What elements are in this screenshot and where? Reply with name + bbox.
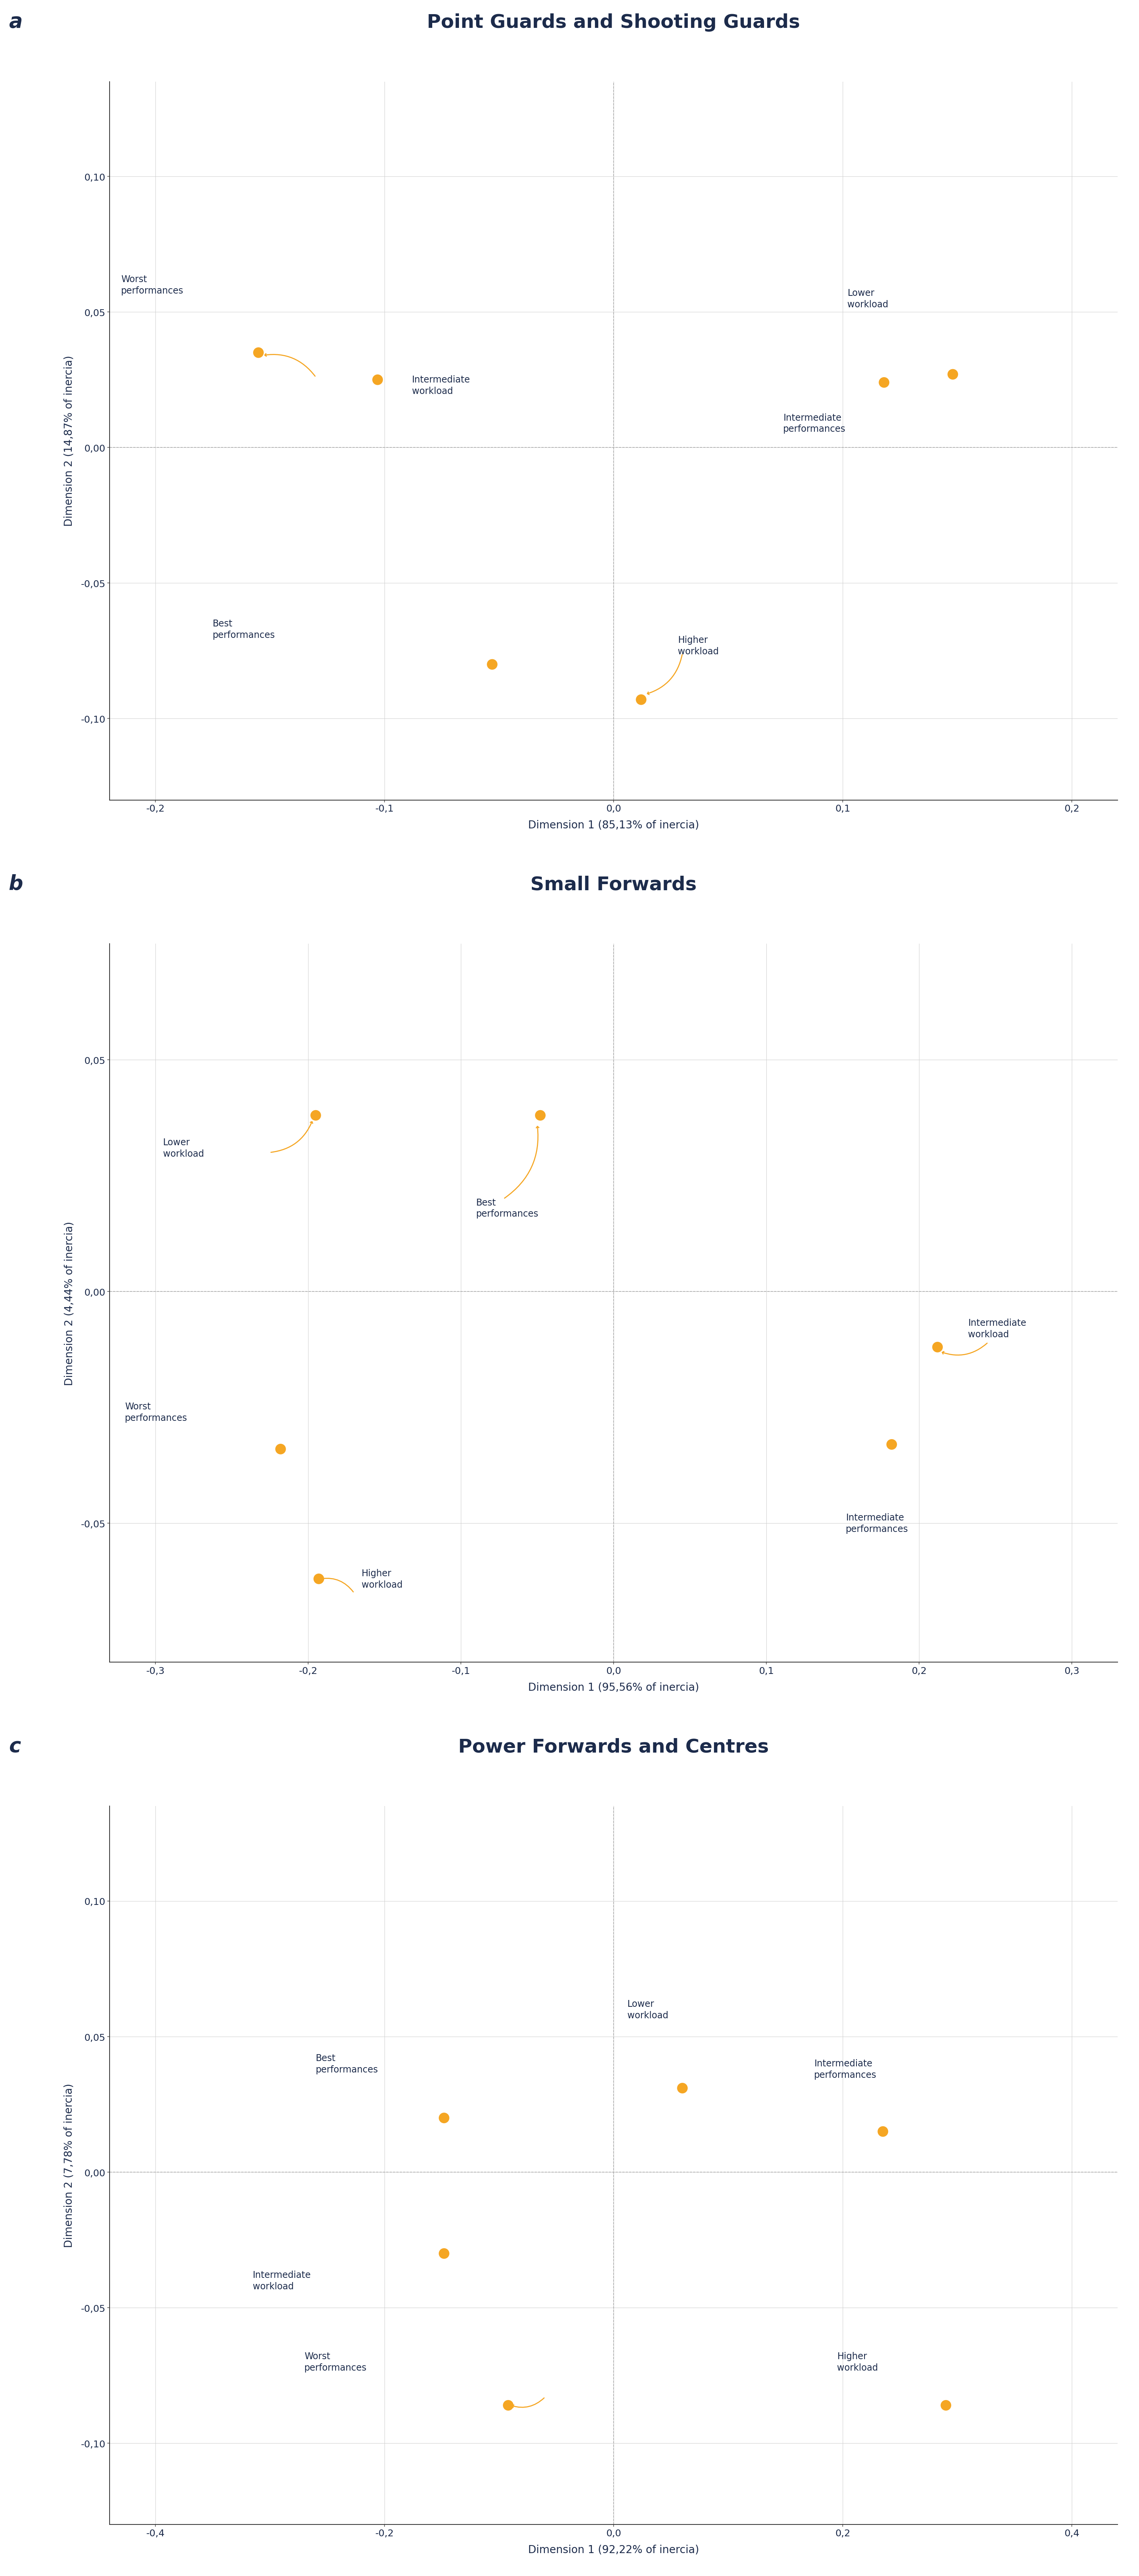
- Point: [928, 1327, 947, 1368]
- Text: Lower
workload: Lower workload: [628, 1999, 669, 2020]
- Text: Power Forwards and Centres: Power Forwards and Centres: [458, 1739, 769, 1757]
- Text: Intermediate
workload: Intermediate workload: [253, 2269, 311, 2290]
- Point: [310, 1558, 328, 1600]
- Point: [673, 2069, 691, 2110]
- Text: Worst
performances: Worst performances: [304, 2352, 367, 2372]
- Point: [435, 2233, 453, 2275]
- X-axis label: Dimension 1 (95,56% of inercia): Dimension 1 (95,56% of inercia): [528, 1682, 699, 1692]
- Text: Worst
performances: Worst performances: [121, 276, 183, 296]
- Point: [435, 2097, 453, 2138]
- Point: [936, 2385, 954, 2427]
- Point: [271, 1430, 289, 1471]
- Y-axis label: Dimension 2 (14,87% of inercia): Dimension 2 (14,87% of inercia): [64, 355, 74, 526]
- Text: Higher
workload: Higher workload: [678, 636, 719, 657]
- Point: [369, 361, 387, 402]
- Text: Best
performances: Best performances: [316, 2053, 378, 2074]
- Point: [531, 1095, 549, 1136]
- X-axis label: Dimension 1 (92,22% of inercia): Dimension 1 (92,22% of inercia): [528, 2545, 699, 2555]
- Point: [875, 363, 893, 404]
- Point: [483, 644, 501, 685]
- Point: [944, 353, 962, 394]
- Y-axis label: Dimension 2 (7,78% of inercia): Dimension 2 (7,78% of inercia): [64, 2084, 74, 2246]
- Text: Point Guards and Shooting Guards: Point Guards and Shooting Guards: [427, 13, 801, 31]
- Point: [883, 1425, 901, 1466]
- Y-axis label: Dimension 2 (4,44% of inercia): Dimension 2 (4,44% of inercia): [64, 1221, 74, 1386]
- Text: Intermediate
workload: Intermediate workload: [968, 1319, 1026, 1340]
- Text: Intermediate
performances: Intermediate performances: [784, 412, 845, 433]
- Point: [249, 332, 268, 374]
- Text: a: a: [9, 13, 23, 31]
- Text: Lower
workload: Lower workload: [847, 289, 888, 309]
- Point: [874, 2110, 892, 2151]
- Text: Best
performances: Best performances: [213, 618, 276, 639]
- Text: Small Forwards: Small Forwards: [531, 876, 697, 894]
- Text: Best
performances: Best performances: [476, 1198, 539, 1218]
- Text: Intermediate
performances: Intermediate performances: [846, 1512, 908, 1533]
- Point: [306, 1095, 325, 1136]
- Text: c: c: [9, 1736, 21, 1757]
- Text: Intermediate
performances: Intermediate performances: [814, 2058, 877, 2079]
- Text: Lower
workload: Lower workload: [163, 1139, 204, 1159]
- Point: [499, 2385, 517, 2427]
- Text: Higher
workload: Higher workload: [361, 1569, 402, 1589]
- Text: b: b: [9, 873, 23, 894]
- Text: Intermediate
workload: Intermediate workload: [412, 376, 470, 397]
- Text: Higher
workload: Higher workload: [837, 2352, 878, 2372]
- Point: [632, 680, 650, 721]
- Text: Worst
performances: Worst performances: [125, 1401, 187, 1422]
- X-axis label: Dimension 1 (85,13% of inercia): Dimension 1 (85,13% of inercia): [528, 819, 699, 829]
